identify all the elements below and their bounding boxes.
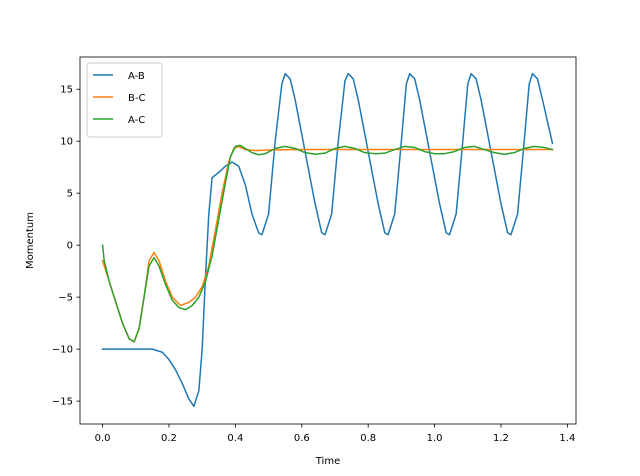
x-ticks: 0.0 0.2 0.4 0.6 0.8 1.0 1.2 1.4: [95, 424, 575, 444]
y-tick-label: 5: [67, 189, 73, 200]
x-tick-label: 0.0: [95, 433, 111, 444]
legend: A-B B-C A-C: [86, 62, 163, 138]
y-ticks: −15 −10 −5 0 5 10 15: [52, 85, 80, 408]
x-tick-label: 1.4: [559, 433, 575, 444]
series-line-a-b: [101, 72, 554, 408]
x-tick-label: 0.2: [161, 433, 177, 444]
legend-label-b-c: B-C: [128, 93, 145, 104]
y-axis-label: Momentum: [25, 212, 36, 269]
y-tick-label: −15: [52, 397, 73, 408]
y-tick-label: −5: [58, 293, 73, 304]
x-tick-label: 1.0: [427, 433, 443, 444]
y-tick-label: 0: [67, 241, 73, 252]
x-tick-label: 0.6: [294, 433, 310, 444]
x-tick-label: 1.2: [493, 433, 509, 444]
x-tick-label: 0.4: [227, 433, 243, 444]
legend-label-a-c: A-C: [128, 115, 145, 126]
series-line-a-c: [101, 144, 554, 343]
legend-box: [86, 62, 163, 138]
y-tick-label: 15: [60, 85, 73, 96]
plot-frame: [79, 56, 577, 425]
y-tick-label: −10: [52, 345, 73, 356]
x-tick-label: 0.8: [360, 433, 376, 444]
legend-label-a-b: A-B: [128, 71, 145, 82]
plot-area: [80, 57, 576, 424]
series-layer: [101, 72, 554, 408]
y-tick-label: 10: [60, 137, 73, 148]
x-axis-label: Time: [315, 456, 340, 467]
